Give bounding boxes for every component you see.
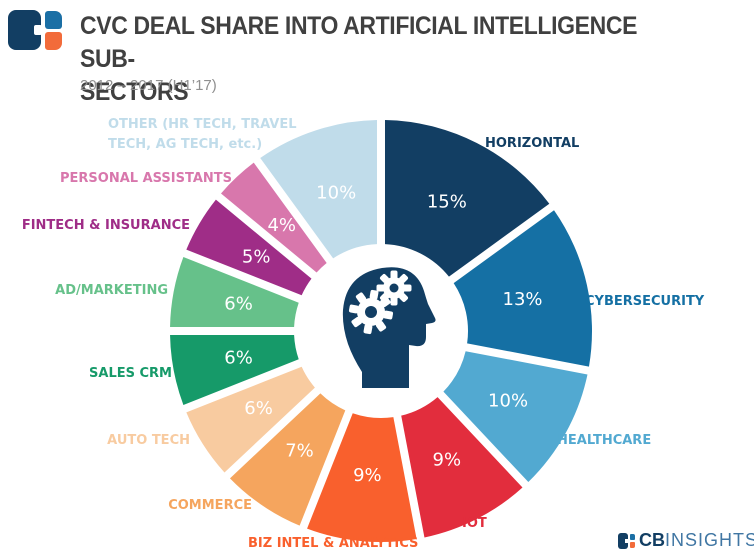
pie-value-auto-tech: 6% [244,398,273,419]
gears-glyph [348,270,412,335]
pie-slice-other-hr-tech-travel-tech-ag-tech-etc [260,120,378,259]
cbinsights-footer-logo: CB INSIGHTS [618,530,754,551]
cbinsights-logo-mark [8,10,64,52]
pie-value-ad-marketing: 6% [224,293,253,314]
logo-blue-square [45,11,62,29]
pie-value-healthcare: 10% [488,390,528,411]
logo-orange-square [45,32,62,50]
pie-slice-cybersecurity [453,210,592,367]
pie-slice-auto-tech [186,366,315,473]
footer-brand-bold: CB [639,530,665,550]
head-silhouette [342,267,436,388]
pie-slice-sales-crm [170,334,299,405]
footer-mark-orange [630,541,635,548]
pie-slice-iot [401,397,523,538]
logo-c-notch [34,25,42,35]
footer-mark-notch [625,538,628,543]
pie-slice-biz-intel-analytics [307,413,417,542]
head-with-gears-icon [342,267,436,388]
pie-value-horizontal: 15% [427,191,467,212]
pie-slice-ad-marketing [170,257,299,328]
pie-value-commerce: 7% [285,440,314,461]
pie-slice-healthcare [443,351,588,483]
pie-value-sales-crm: 6% [224,348,253,369]
pie-value-biz-intel-analytics: 9% [353,465,382,486]
cbinsights-footer-mark-icon [618,532,635,549]
pie-slice-personal-assistants [221,162,327,273]
page-title: CVC DEAL SHARE INTO ARTIFICIAL INTELLIGE… [80,10,696,109]
page-title-line2: SECTORS [80,78,189,106]
pie-slice-horizontal [384,120,550,277]
pie-slice-fintech-insurance [186,199,312,296]
footer-mark-blue [630,533,635,540]
pie-value-iot: 9% [433,450,462,471]
pie-value-fintech-insurance: 5% [242,247,271,268]
pie-value-other-hr-tech-travel-tech-ag-tech-etc: 10% [316,183,356,204]
footer-mark-c [618,532,628,549]
pie-slice-commerce [229,393,346,526]
footer-brand-light: INSIGHTS [665,530,754,550]
pie-value-personal-assistants: 4% [267,215,296,236]
pie-value-cybersecurity: 13% [503,289,543,310]
page-subtitle: 2012 – 2017 (H1’17) [80,77,217,94]
page-title-line1: CVC DEAL SHARE INTO ARTIFICIAL INTELLIGE… [80,12,638,73]
